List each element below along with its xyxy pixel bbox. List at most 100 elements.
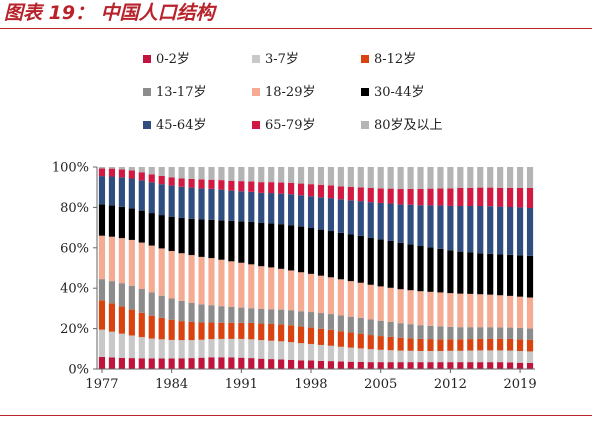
bar-segment <box>457 293 464 328</box>
bar-segment <box>178 358 185 369</box>
bar-segment <box>327 277 335 315</box>
legend-swatch <box>361 54 369 63</box>
bar-segment <box>198 339 205 358</box>
bar-segment <box>128 170 135 179</box>
legend-item: 18-29岁 <box>252 82 315 104</box>
bar-segment <box>367 349 374 363</box>
bar-segment <box>507 295 514 328</box>
bar-segment <box>367 362 374 369</box>
bar-segment <box>218 167 225 181</box>
bar-segment <box>278 167 285 183</box>
legend-label: 30-44岁 <box>374 85 425 100</box>
bar-segment <box>238 167 245 182</box>
bar-segment <box>497 167 504 188</box>
bar-segment <box>178 186 185 218</box>
bar-segment <box>507 338 514 351</box>
bar-segment <box>516 167 524 188</box>
bar-segment <box>148 292 155 316</box>
bar-segment <box>108 281 116 304</box>
bar-segment <box>248 221 255 265</box>
bar-segment <box>98 167 106 169</box>
bar-segment <box>198 167 205 180</box>
bar-segment <box>317 229 325 276</box>
bar-segment <box>128 208 135 240</box>
bar-segment <box>467 339 474 351</box>
bar-segment <box>98 176 106 205</box>
bar-segment <box>128 358 135 369</box>
bar-segment <box>108 303 116 332</box>
bar-segment <box>487 253 494 295</box>
bar-segment <box>516 255 524 297</box>
bar-segment <box>238 221 245 263</box>
bar-segment <box>407 350 414 363</box>
bar-segment <box>148 245 155 293</box>
bar-segment <box>158 358 165 369</box>
bar-segment <box>238 191 245 222</box>
bar-segment <box>437 326 444 340</box>
bar-segment <box>168 251 175 299</box>
legend-swatch <box>143 120 151 129</box>
bar-segment <box>507 327 514 339</box>
bar-segment <box>238 307 245 323</box>
x-tick-label: 2019 <box>504 377 537 392</box>
x-tick-label: 1991 <box>225 377 258 392</box>
bar-segment <box>168 339 175 359</box>
bar-segment <box>377 239 384 287</box>
bar-segment <box>268 167 275 183</box>
bar-segment <box>218 180 225 190</box>
bar-segment <box>188 358 195 369</box>
bar-segment <box>437 339 444 352</box>
legend-label: 13-17岁 <box>156 85 207 100</box>
legend-swatch <box>361 120 369 129</box>
bar-segment <box>158 184 165 216</box>
bar-segment <box>118 357 125 369</box>
bar-segment <box>297 226 305 273</box>
bar-segment <box>307 228 315 274</box>
bar-segment <box>317 360 325 369</box>
bar-segment <box>447 188 454 206</box>
bar-segment <box>297 343 305 361</box>
y-tick-label: 0% <box>68 363 89 378</box>
bar-segment <box>507 254 514 296</box>
bar-segment <box>128 178 135 209</box>
bar-segment <box>288 310 295 326</box>
bar-segment <box>118 238 125 284</box>
legend-label: 0-2岁 <box>156 52 190 67</box>
bar-segment <box>447 293 454 327</box>
bar-segment <box>327 198 335 232</box>
footer-rule <box>0 415 592 416</box>
bar-segment <box>477 253 484 295</box>
bar-segment <box>497 187 504 207</box>
bar-segment <box>397 289 404 324</box>
bar-segment <box>158 339 165 359</box>
bar-segment <box>407 167 414 189</box>
bar-segment <box>178 340 185 359</box>
bar-segment <box>387 287 394 322</box>
bar-segment <box>357 201 364 236</box>
bar-segment <box>278 268 285 310</box>
bar-segment <box>208 179 215 189</box>
bar-segment <box>288 325 295 343</box>
bar-segment <box>268 309 275 324</box>
bar-segment <box>357 167 364 188</box>
bar-segment <box>158 317 165 340</box>
bar-segment <box>477 350 484 363</box>
x-tick-label: 2005 <box>364 377 397 392</box>
bar-segment <box>377 320 384 337</box>
bar-segment <box>248 264 255 309</box>
bar-segment <box>347 234 354 282</box>
legend-swatch <box>143 87 151 96</box>
bar-segment <box>487 187 494 207</box>
bar-segment <box>218 322 225 339</box>
bar-segment <box>98 279 106 301</box>
bar-segment <box>477 362 484 369</box>
bar-segment <box>417 291 424 326</box>
bar-segment <box>288 225 295 271</box>
bar-segment <box>497 295 504 328</box>
bar-segment <box>526 188 534 209</box>
bar-segment <box>128 285 135 310</box>
bar-segment <box>258 222 265 267</box>
bar-segment <box>516 339 524 352</box>
bar-segment <box>357 317 364 334</box>
stacked-bar-chart: 0% 20% 40% 60% 80% 100% 1977 1984 1991 1998 2005 20… <box>52 161 537 393</box>
